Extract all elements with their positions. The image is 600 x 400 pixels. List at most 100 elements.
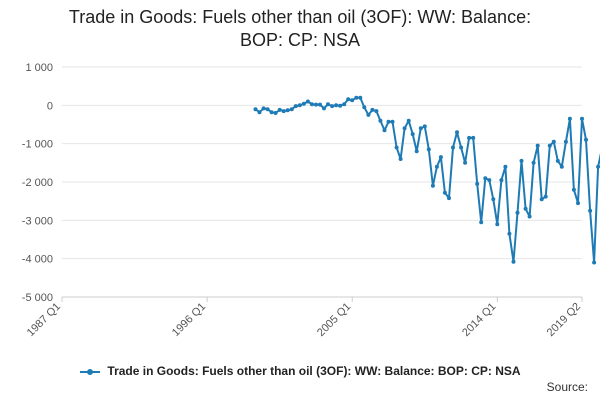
data-point <box>378 118 383 123</box>
data-point <box>543 194 548 199</box>
x-tick-label: 2014 Q1 <box>460 301 498 339</box>
data-point <box>273 111 278 115</box>
data-point <box>483 176 488 181</box>
data-point <box>592 260 597 265</box>
data-point <box>451 145 455 150</box>
x-tick-label: 2019 Q2 <box>545 301 583 339</box>
data-point <box>430 183 435 188</box>
data-point <box>455 130 459 135</box>
data-point <box>253 107 258 112</box>
data-point <box>322 106 326 111</box>
y-tick-label: -3 000 <box>22 215 53 227</box>
data-point <box>434 164 439 169</box>
data-point <box>463 160 468 165</box>
source-label: Source: <box>546 380 588 394</box>
chart-title-line-1: Trade in Goods: Fuels other than oil (3O… <box>68 7 532 27</box>
data-point <box>309 102 314 107</box>
data-point <box>447 196 451 201</box>
data-point <box>422 124 427 129</box>
data-point <box>261 106 266 111</box>
data-point <box>314 102 318 107</box>
data-point <box>281 109 286 114</box>
data-point <box>358 95 363 100</box>
data-point <box>527 214 532 219</box>
data-point <box>386 119 391 124</box>
data-point <box>495 222 500 227</box>
data-point <box>285 108 290 113</box>
data-point <box>539 197 544 202</box>
data-point <box>438 155 443 160</box>
data-point <box>596 164 600 169</box>
data-point <box>342 102 347 107</box>
data-point <box>297 103 302 108</box>
data-point <box>414 149 419 154</box>
data-point <box>519 158 524 163</box>
data-point <box>531 160 536 165</box>
data-point <box>459 145 464 150</box>
data-point <box>277 107 282 112</box>
data-point <box>535 143 540 148</box>
data-point <box>362 105 367 110</box>
data-point <box>265 107 270 112</box>
data-point <box>475 181 480 186</box>
data-point <box>354 95 359 100</box>
data-point <box>567 116 572 121</box>
data-point <box>487 178 492 183</box>
data-point <box>350 98 355 103</box>
data-point <box>406 118 411 123</box>
data-point <box>503 164 508 169</box>
data-point <box>571 187 576 192</box>
data-point <box>318 102 322 107</box>
data-point <box>515 210 520 215</box>
data-point <box>576 201 580 206</box>
data-point <box>499 178 504 183</box>
legend-label: Trade in Goods: Fuels other than oil (3O… <box>107 364 521 378</box>
data-point <box>547 143 552 148</box>
y-tick-label: -2 000 <box>22 177 53 189</box>
data-point <box>301 101 306 106</box>
x-tick-label: 1987 Q1 <box>25 301 63 339</box>
data-point <box>346 97 351 102</box>
legend-swatch-icon <box>80 368 101 375</box>
y-tick-label: -5 000 <box>22 292 53 304</box>
data-point <box>338 103 343 108</box>
data-point <box>588 208 593 213</box>
data-point <box>584 137 588 142</box>
data-point <box>467 135 472 140</box>
legend[interactable]: Trade in Goods: Fuels other than oil (3O… <box>0 364 600 378</box>
data-point <box>394 145 399 150</box>
data-point <box>555 158 560 163</box>
gridlines <box>62 66 582 298</box>
data-point <box>370 107 375 112</box>
data-point <box>402 126 407 131</box>
data-point <box>257 110 262 115</box>
data-point <box>390 119 395 124</box>
data-point <box>398 157 403 161</box>
data-point <box>563 139 568 144</box>
data-point <box>293 104 298 109</box>
y-tick-label: 1 000 <box>25 62 53 74</box>
data-point <box>580 116 584 121</box>
data-point <box>479 220 484 225</box>
data-point <box>410 132 415 137</box>
chart-title: Trade in Goods: Fuels other than oil (3O… <box>0 6 600 52</box>
data-point <box>426 147 431 152</box>
data-point <box>523 206 528 211</box>
x-tick-label: 2005 Q1 <box>315 301 353 339</box>
y-tick-label: -4 000 <box>22 254 53 266</box>
data-point <box>289 107 294 112</box>
y-tick-label: -1 000 <box>22 139 53 151</box>
data-point <box>442 190 447 195</box>
data-point <box>305 99 310 104</box>
data-point <box>334 103 339 108</box>
y-tick-label: 0 <box>47 100 53 112</box>
data-point <box>326 102 330 107</box>
data-point <box>471 135 476 140</box>
data-point <box>511 259 516 264</box>
series-layer <box>253 95 600 265</box>
chart-title-line-2: BOP: CP: NSA <box>239 30 361 50</box>
data-point <box>418 126 423 131</box>
data-point <box>374 109 379 114</box>
data-point <box>491 197 496 202</box>
